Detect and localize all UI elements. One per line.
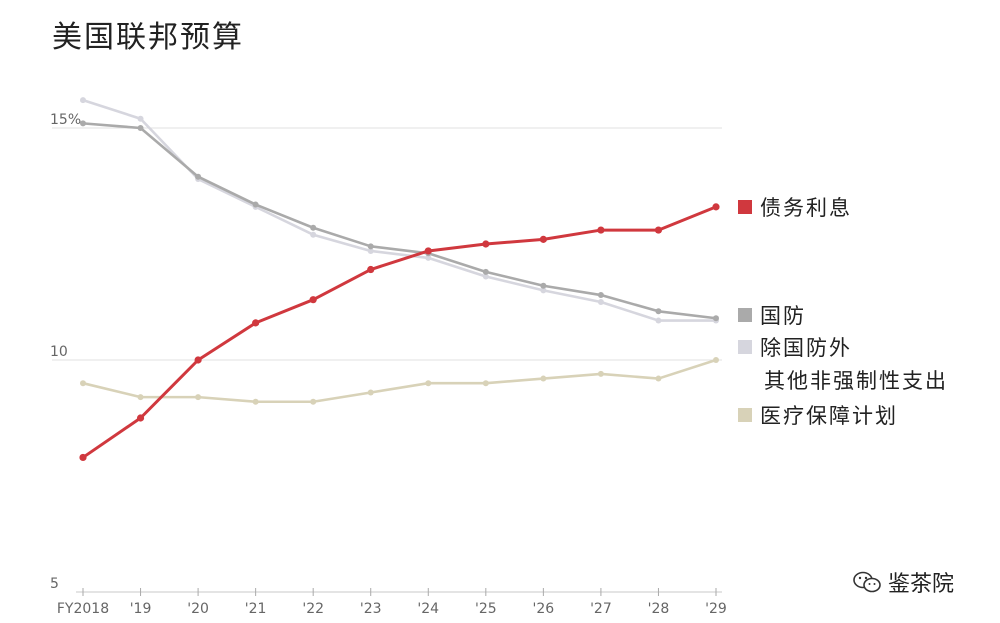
x-tick-label-1: '19	[130, 601, 152, 617]
legend-item-medicare: 医疗保障计划	[738, 400, 898, 430]
x-tick-label-9: '27	[590, 601, 612, 617]
point-2-0	[80, 97, 86, 104]
point-3-8	[540, 375, 547, 382]
point-2-5	[367, 247, 374, 254]
point-1-1	[137, 125, 144, 131]
point-1-0	[80, 120, 86, 127]
x-axis	[76, 588, 722, 596]
legend-item-nondefense-line2: 其他非强制性支出	[764, 365, 948, 395]
grid-lines	[52, 127, 722, 361]
point-2-8	[540, 287, 547, 294]
point-3-6	[425, 380, 432, 387]
point-2-1	[137, 115, 144, 122]
point-3-1	[137, 394, 144, 401]
point-2-10	[655, 317, 662, 324]
series-0	[79, 203, 720, 462]
point-3-10	[655, 375, 662, 382]
x-tick-label-6: '24	[417, 601, 439, 617]
point-1-2	[195, 173, 202, 180]
point-2-4	[310, 231, 317, 238]
series-2	[80, 97, 719, 324]
point-3-5	[367, 389, 374, 396]
point-1-7	[482, 268, 489, 275]
x-tick-label-7: '25	[475, 601, 497, 617]
point-3-0	[80, 380, 86, 387]
point-0-5	[367, 265, 375, 274]
watermark: 鉴茶院	[852, 566, 954, 598]
legend-label-medicare: 医疗保障计划	[760, 404, 898, 428]
point-0-1	[136, 414, 145, 422]
y-tick-labels: 15% 10 5	[50, 112, 81, 592]
legend-swatch-interest	[738, 200, 752, 214]
y-tick-label-1: 10	[50, 344, 68, 360]
x-tick-label-8: '26	[533, 601, 555, 617]
point-0-8	[539, 235, 547, 243]
point-0-6	[424, 247, 432, 255]
series-line-1	[82, 122, 717, 320]
legend-item-defense: 国防	[738, 300, 806, 330]
legend-label-nondefense-line2: 其他非强制性支出	[764, 369, 948, 393]
point-2-7	[482, 273, 489, 280]
point-1-3	[252, 201, 259, 208]
x-tick-labels: FY2018 '19 '20 '21 '22 '23 '24 '25 '26 '27 '28 '29	[57, 601, 727, 617]
chart-title: 美国联邦预算	[52, 20, 244, 55]
x-tick-label-11: '29	[705, 601, 727, 617]
point-3-7	[482, 380, 489, 387]
x-tick-label-5: '23	[360, 601, 382, 617]
series-1	[80, 120, 719, 322]
point-0-0	[79, 453, 87, 462]
legend-swatch-medicare	[738, 408, 752, 422]
x-tick-label-10: '28	[648, 601, 670, 617]
point-1-11	[713, 315, 719, 322]
point-2-9	[597, 299, 604, 305]
series-line-2	[82, 98, 716, 322]
watermark-text: 鉴茶院	[888, 572, 955, 597]
series-group	[79, 97, 720, 462]
y-tick-label-2: 5	[50, 576, 59, 592]
point-3-11	[713, 357, 719, 363]
y-tick-label-0: 15%	[50, 112, 81, 128]
point-0-11	[712, 203, 720, 211]
x-tick-label-2: '20	[187, 601, 209, 617]
point-0-3	[252, 319, 260, 327]
legend-label-nondefense: 除国防外	[760, 336, 852, 360]
point-3-4	[310, 398, 317, 405]
point-3-3	[252, 398, 259, 405]
legend-item-nondefense: 除国防外	[738, 332, 852, 362]
point-0-7	[482, 240, 490, 248]
point-1-8	[540, 282, 547, 289]
point-2-6	[425, 254, 432, 261]
point-0-9	[597, 226, 605, 234]
legend-swatch-nondefense	[738, 340, 752, 354]
x-tick-label-4: '22	[302, 601, 324, 617]
wechat-icon	[853, 571, 881, 593]
series-line-0	[82, 205, 717, 459]
point-1-9	[597, 292, 604, 299]
point-3-2	[195, 394, 202, 401]
series-line-3	[82, 358, 717, 404]
point-0-4	[309, 296, 317, 304]
x-tick-label-3: '21	[245, 601, 267, 617]
point-3-9	[597, 370, 604, 377]
point-1-4	[310, 224, 317, 231]
legend-label-defense: 国防	[760, 304, 806, 328]
point-1-10	[655, 308, 662, 315]
legend-swatch-defense	[738, 308, 752, 322]
legend-item-interest: 债务利息	[738, 192, 852, 222]
series-3	[80, 357, 719, 405]
point-1-5	[367, 243, 374, 250]
point-0-2	[194, 356, 202, 364]
point-0-10	[654, 226, 663, 234]
legend-label-interest: 债务利息	[760, 196, 852, 220]
x-tick-label-0: FY2018	[57, 601, 109, 617]
